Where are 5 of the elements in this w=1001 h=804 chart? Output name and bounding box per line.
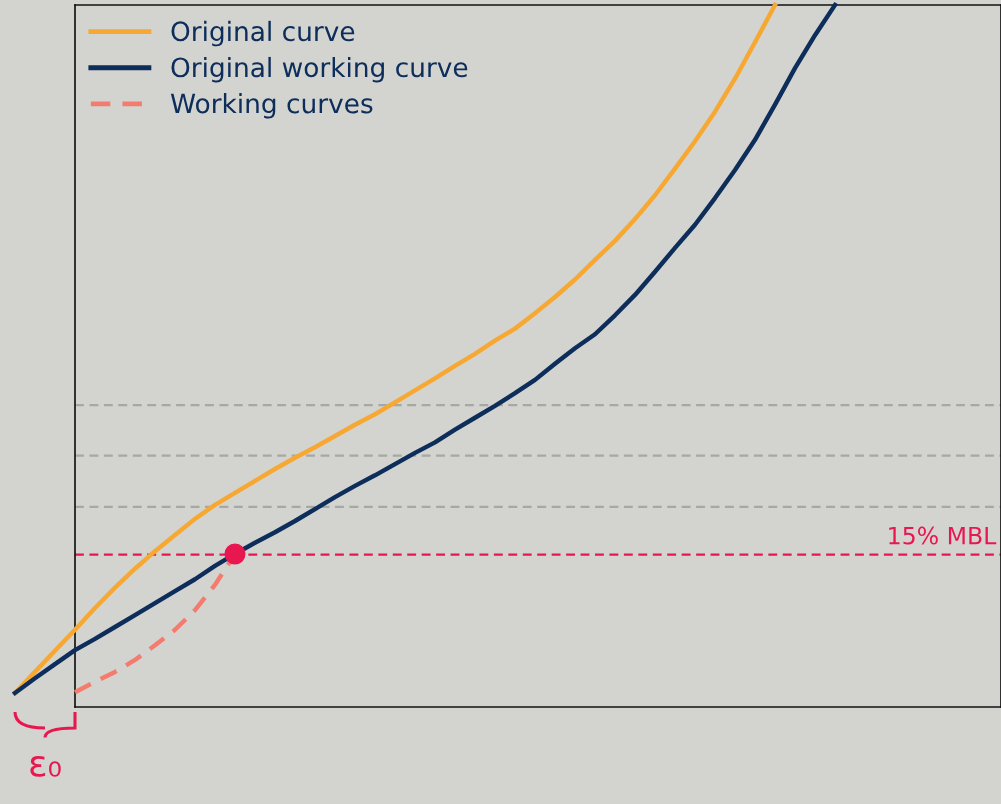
- text: ε₀: [30, 755, 61, 777]
- legend-label: Original curve: [171, 20, 355, 47]
- ref-line-label: 15% MBL: [889, 526, 997, 545]
- legend-label: Original working curve: [171, 56, 468, 83]
- legend-label: Working curves: [170, 93, 373, 119]
